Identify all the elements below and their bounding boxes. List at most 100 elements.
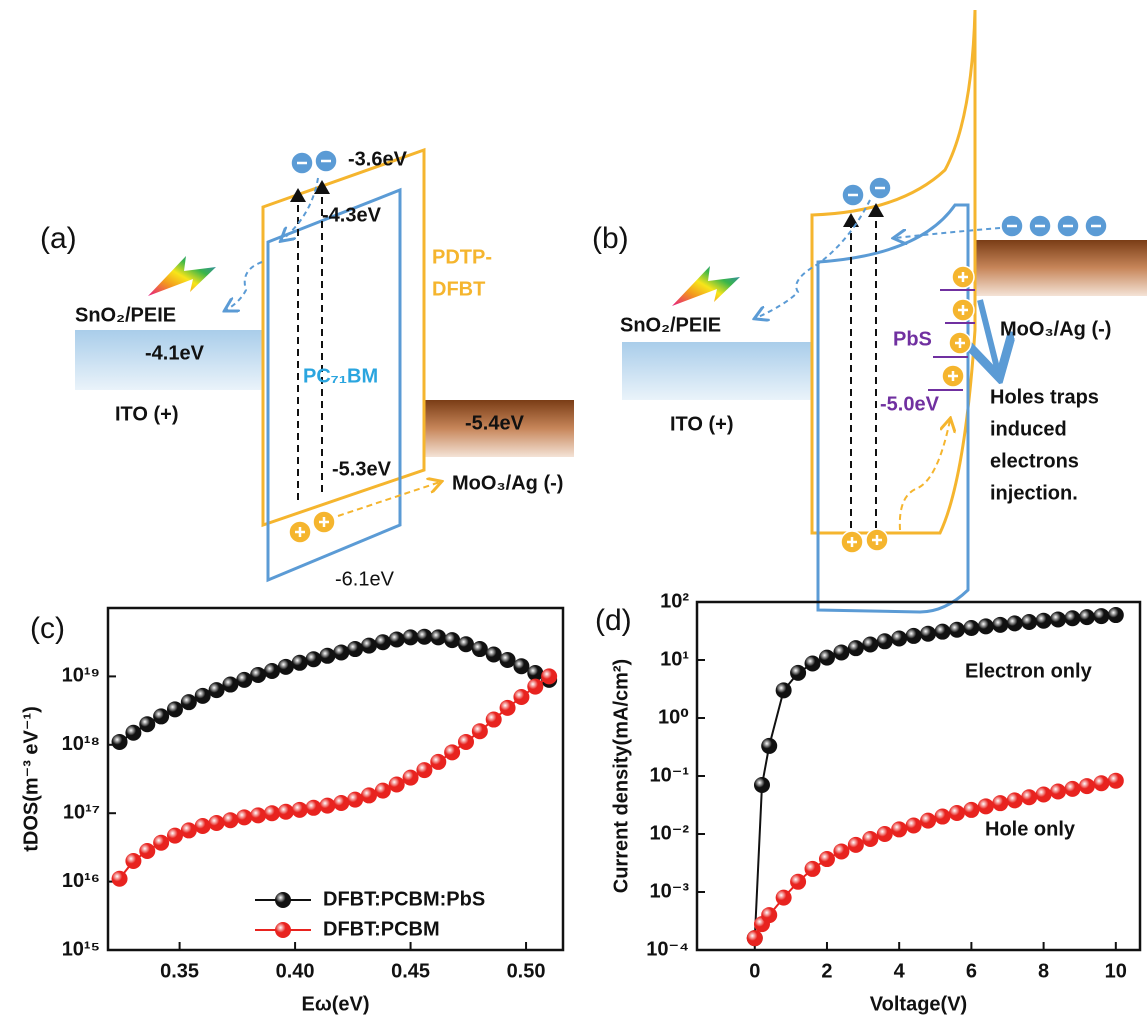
electron [1001, 215, 1023, 237]
data-point [306, 800, 322, 816]
x-tick-label: 4 [894, 960, 906, 982]
electron [842, 184, 864, 206]
data-point [292, 655, 308, 671]
level-label: -5.4eV [465, 412, 525, 434]
data-point [430, 754, 446, 770]
y-tick-label: 10¹⁶ [62, 870, 100, 892]
data-point [1064, 610, 1080, 626]
data-point [167, 828, 183, 844]
data-point [862, 831, 878, 847]
data-point [790, 874, 806, 890]
data-point [1007, 615, 1023, 631]
hole [942, 365, 964, 387]
data-point [444, 744, 460, 760]
y-tick-label: 10⁻³ [650, 880, 690, 902]
data-point [541, 668, 557, 684]
x-tick-label: 10 [1105, 960, 1127, 982]
data-point [125, 853, 141, 869]
data-point [319, 648, 335, 664]
series-label: Electron only [965, 660, 1093, 682]
data-point [877, 826, 893, 842]
material-label: SnO₂/PEIE [75, 304, 176, 326]
data-point [833, 644, 849, 660]
data-point [403, 770, 419, 786]
data-point [754, 777, 770, 793]
electron [1029, 215, 1051, 237]
data-point [1093, 775, 1109, 791]
panel-label: (a) [40, 222, 77, 255]
data-point [978, 798, 994, 814]
data-point [513, 689, 529, 705]
electron [1085, 215, 1107, 237]
note: Holes traps [990, 386, 1099, 408]
y-tick-label: 10¹ [660, 648, 689, 670]
level-label: -6.1eV [335, 568, 395, 590]
data-point [935, 809, 951, 825]
light-icon [148, 256, 216, 296]
hole [949, 332, 971, 354]
material-label: DFBT [432, 278, 485, 300]
data-point [848, 837, 864, 853]
data-point [1050, 611, 1066, 627]
hole [952, 299, 974, 321]
y-tick-label: 10¹⁸ [62, 733, 100, 755]
data-point [935, 624, 951, 640]
data-point [1108, 607, 1124, 623]
y-tick-label: 10¹⁷ [63, 801, 100, 823]
data-point [361, 638, 377, 654]
data-point [978, 618, 994, 634]
note: electrons [990, 450, 1079, 472]
hole [866, 529, 888, 551]
data-point [1093, 608, 1109, 624]
y-axis-label: Current density(mA/cm²) [610, 659, 632, 893]
data-point [389, 631, 405, 647]
data-point [833, 843, 849, 859]
data-point [209, 815, 225, 831]
data-point [1050, 784, 1066, 800]
data-point [209, 682, 225, 698]
y-tick-label: 10⁻² [650, 822, 690, 844]
level-label: -5.0eV [880, 393, 940, 415]
data-point [891, 630, 907, 646]
legend-label: DFBT:PCBM [323, 918, 440, 940]
diagram-a: (a) -3.6eV -4.3eV PDTP- DFBT SnO₂/PEIE -… [40, 148, 574, 590]
data-point [500, 652, 516, 668]
diagram-b: (b) SnO₂/PEIE ITO (+) PbS -5.0eV MoO₃/Ag… [592, 10, 1147, 612]
material-label: ITO (+) [670, 413, 734, 435]
material-label: ITO (+) [115, 403, 179, 425]
data-point [292, 802, 308, 818]
light-icon [672, 266, 740, 306]
data-point [125, 725, 141, 741]
data-point [444, 632, 460, 648]
data-point [790, 665, 806, 681]
data-point [139, 716, 155, 732]
data-point [236, 809, 252, 825]
material-label: SnO₂/PEIE [620, 314, 721, 336]
x-tick-label: 0.35 [160, 960, 199, 982]
data-point [819, 851, 835, 867]
material-label: PC₇₁BM [303, 365, 378, 387]
hole-path [900, 420, 950, 530]
data-point [992, 795, 1008, 811]
data-point [1036, 786, 1052, 802]
x-tick-label: 0.50 [507, 960, 546, 982]
material-label: MoO₃/Ag (-) [1000, 318, 1111, 340]
data-point [877, 633, 893, 649]
data-point [527, 679, 543, 695]
data-point [112, 734, 128, 750]
electron-path [226, 262, 262, 310]
data-point [761, 738, 777, 754]
data-point [347, 792, 363, 808]
data-point [920, 813, 936, 829]
panel-label: (d) [595, 604, 632, 637]
data-point [389, 776, 405, 792]
data-point [222, 677, 238, 693]
data-point [278, 804, 294, 820]
data-point [513, 658, 529, 674]
data-point [963, 802, 979, 818]
data-point [920, 626, 936, 642]
y-tick-label: 10⁻⁴ [646, 938, 689, 960]
data-point [112, 871, 128, 887]
data-point [222, 812, 238, 828]
y-tick-label: 10⁻¹ [650, 764, 690, 786]
